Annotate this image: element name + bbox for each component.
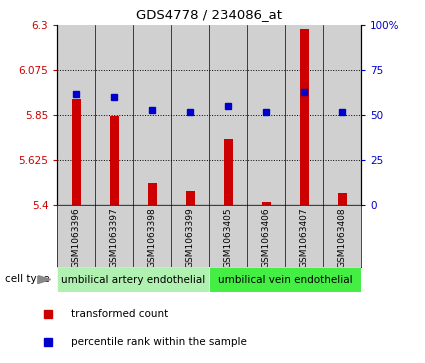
- Polygon shape: [38, 276, 51, 283]
- Bar: [209, 267, 361, 292]
- Bar: [337, 193, 347, 205]
- Bar: [285, 25, 323, 205]
- Text: GSM1063396: GSM1063396: [72, 207, 81, 268]
- Bar: [186, 191, 195, 205]
- Text: transformed count: transformed count: [71, 309, 168, 319]
- Bar: [133, 25, 171, 205]
- Text: umbilical artery endothelial: umbilical artery endothelial: [61, 274, 205, 285]
- Bar: [57, 25, 95, 205]
- Bar: [110, 116, 119, 205]
- Text: GSM1063407: GSM1063407: [300, 207, 309, 268]
- Title: GDS4778 / 234086_at: GDS4778 / 234086_at: [136, 8, 282, 21]
- Text: GSM1063397: GSM1063397: [110, 207, 119, 268]
- Bar: [147, 183, 157, 205]
- Bar: [224, 139, 233, 205]
- Bar: [261, 202, 271, 205]
- Bar: [57, 267, 209, 292]
- Text: GSM1063408: GSM1063408: [338, 207, 347, 268]
- Text: GSM1063398: GSM1063398: [148, 207, 157, 268]
- Text: GSM1063406: GSM1063406: [262, 207, 271, 268]
- Text: GSM1063405: GSM1063405: [224, 207, 233, 268]
- Bar: [323, 25, 361, 205]
- Bar: [209, 25, 247, 205]
- Bar: [247, 25, 285, 205]
- Bar: [300, 29, 309, 205]
- Text: percentile rank within the sample: percentile rank within the sample: [71, 337, 247, 347]
- Bar: [171, 25, 209, 205]
- Text: umbilical vein endothelial: umbilical vein endothelial: [218, 274, 353, 285]
- Bar: [72, 99, 81, 205]
- Text: GSM1063399: GSM1063399: [186, 207, 195, 268]
- Text: cell type: cell type: [5, 274, 49, 284]
- Bar: [95, 25, 133, 205]
